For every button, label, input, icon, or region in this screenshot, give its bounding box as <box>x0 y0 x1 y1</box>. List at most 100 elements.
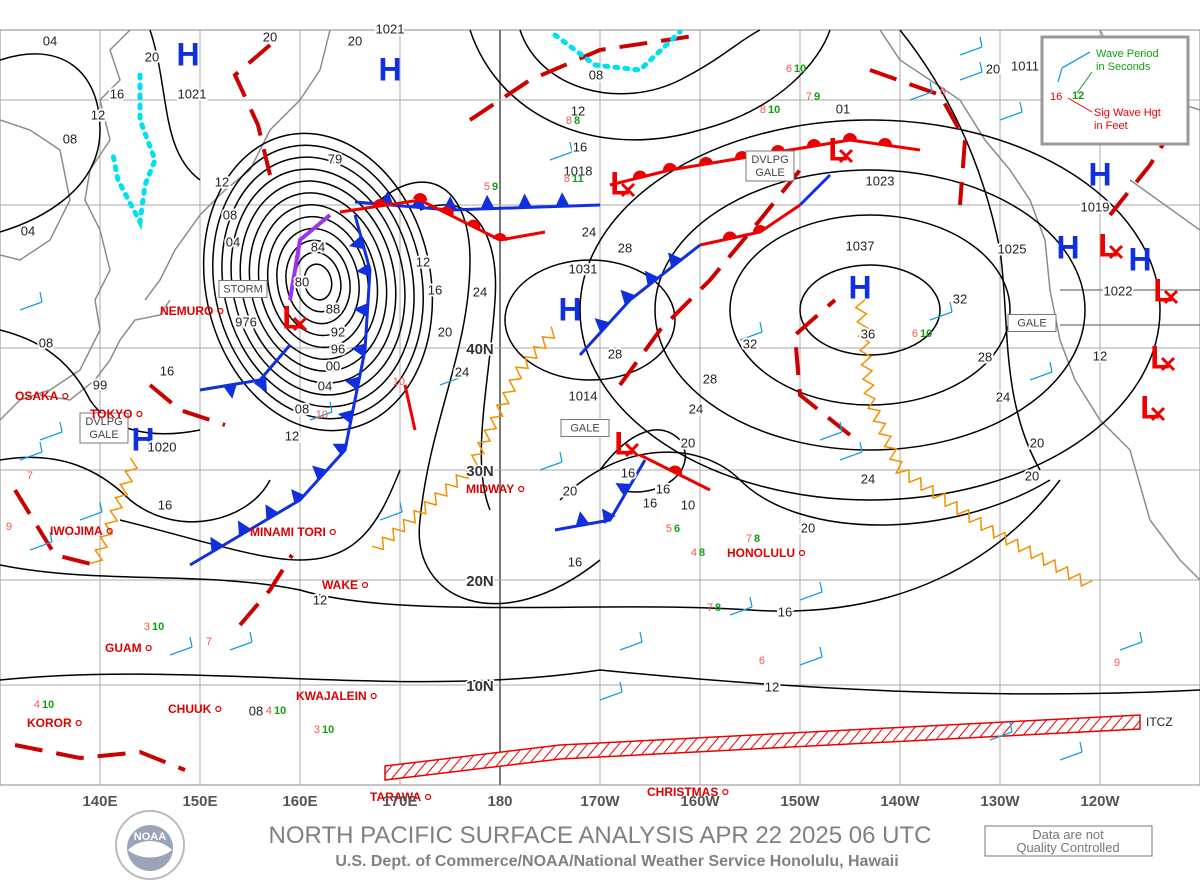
wind-barb <box>979 61 983 73</box>
warm-front <box>639 453 711 492</box>
isobar-label: 24 <box>473 284 487 299</box>
isobar-label: 28 <box>608 346 622 361</box>
wind-barb <box>839 451 863 461</box>
station-marker <box>106 527 113 535</box>
station-marker <box>518 485 525 493</box>
low-x <box>1108 244 1124 260</box>
isobar <box>899 29 1041 471</box>
wave-height: 9 <box>6 521 12 533</box>
isobar-label: 12 <box>416 254 430 269</box>
station-marker <box>136 410 143 418</box>
isobar <box>579 119 1161 501</box>
trough <box>14 743 186 772</box>
low-x <box>1163 289 1179 305</box>
wind-barb <box>39 431 63 441</box>
isobar-label: 16 <box>656 481 670 496</box>
wave-period: 10 <box>42 699 54 711</box>
isobar-label: 16 <box>160 363 174 378</box>
cold-front <box>189 214 372 567</box>
longitude-label: 170E <box>382 793 417 810</box>
coastline <box>0 29 131 421</box>
low-x <box>292 316 308 332</box>
wind-barb <box>79 511 103 521</box>
isobar-label: 08 <box>223 207 237 222</box>
wind-barb <box>959 71 983 81</box>
wind-barb <box>799 591 823 601</box>
noaa-logo-text: NOAA <box>134 831 166 843</box>
isobar-label: 20 <box>801 520 815 535</box>
station-name: KWAJALEIN <box>296 689 367 703</box>
coastline <box>879 29 1200 581</box>
wind-barb <box>909 91 933 101</box>
station-name: MINAMI TORI <box>250 525 326 539</box>
isobar-label: 12 <box>91 107 105 122</box>
legend-barb <box>1061 51 1091 69</box>
isobar-label: 36 <box>861 326 875 341</box>
low-center: L <box>1150 339 1170 375</box>
noaa-logo-bird <box>128 841 172 858</box>
isobar-label: 04 <box>21 223 35 238</box>
ice-edge <box>552 29 683 73</box>
isobar-label: 16 <box>643 495 657 510</box>
isobar <box>119 469 401 561</box>
isobar-label: 04 <box>318 378 332 393</box>
isobar-label: 16 <box>573 139 587 154</box>
isobar-label: 79 <box>328 151 342 166</box>
legend-pointer <box>1076 71 1093 94</box>
high-center: H <box>378 51 401 87</box>
wind-barb <box>979 36 983 48</box>
station-name: TOKYO <box>90 407 132 421</box>
wave-period: 10 <box>152 621 164 633</box>
isobar <box>0 479 1061 612</box>
isobar-label: 12 <box>215 174 229 189</box>
ridge <box>854 298 1093 588</box>
wind-barb <box>1059 751 1083 761</box>
isobar-label: 20 <box>986 61 1000 76</box>
warm-front <box>403 384 417 431</box>
station-marker <box>217 307 224 315</box>
wave-period: 8 <box>715 602 721 614</box>
station-marker <box>370 692 377 700</box>
wind-barb <box>569 141 573 153</box>
wind-barb <box>799 656 823 666</box>
wave-height: 7 <box>746 533 752 545</box>
wave-period: 10 <box>794 63 806 75</box>
wave-height: 10 <box>393 376 405 388</box>
wave-period: 11 <box>572 173 584 185</box>
low-center: L <box>828 131 848 167</box>
wind-barb <box>29 541 53 551</box>
ice-edge <box>109 72 158 231</box>
warning-label: DVLPG <box>85 416 122 428</box>
itcz-band <box>384 714 1141 781</box>
warning-label: GALE <box>570 422 599 434</box>
longitude-label: 180 <box>487 793 512 810</box>
low-center: L <box>610 165 630 201</box>
wind-barb <box>819 581 823 593</box>
station-name: OSAKA <box>15 389 59 403</box>
isobar-label: 20 <box>263 29 277 44</box>
center-pressure: 1021 <box>178 86 207 101</box>
warning-label: GALE <box>755 167 784 179</box>
warm-front <box>339 193 546 242</box>
warning-label: DVLPG <box>751 154 788 166</box>
wave-height: 7 <box>806 91 812 103</box>
wind-barb <box>999 111 1023 121</box>
wind-barb <box>749 596 753 608</box>
coastline <box>39 299 171 401</box>
center-pressure: 1018 <box>564 163 593 178</box>
wind-barb <box>229 641 253 651</box>
wind-barb <box>19 451 43 461</box>
wave-period: 10 <box>322 724 334 736</box>
station-name: CHRISTMAS <box>647 785 718 799</box>
disclaimer: Quality Controlled <box>1016 840 1119 855</box>
disclaimer-box <box>984 825 1153 857</box>
cold-front <box>554 459 647 532</box>
wind-barb <box>819 431 843 441</box>
isobar-label: 10 <box>681 497 695 512</box>
wind-barb <box>959 46 983 56</box>
isobar-label: 12 <box>285 428 299 443</box>
longitude-label: 160W <box>680 793 720 810</box>
wind-barb <box>729 606 753 616</box>
